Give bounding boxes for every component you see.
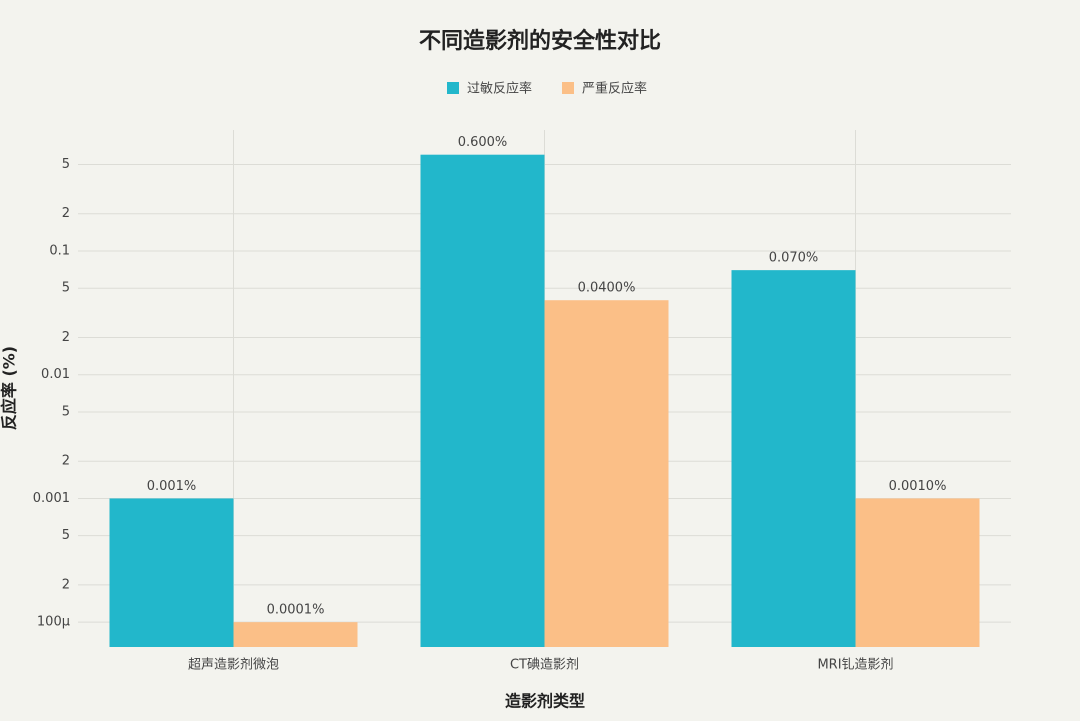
y-tick-label: 5: [62, 157, 70, 172]
value-label: 0.600%: [458, 135, 508, 150]
y-tick-label: 0.001: [33, 491, 70, 506]
bar: [233, 622, 358, 647]
x-tick-label: MRI钆造影剂: [817, 658, 893, 673]
y-tick-label: 2: [62, 577, 70, 592]
bar: [855, 498, 980, 647]
y-tick-label: 100μ: [37, 615, 70, 630]
x-tick-label: 超声造影剂微泡: [188, 658, 279, 673]
legend-label: 严重反应率: [582, 81, 647, 97]
value-label: 0.0001%: [267, 603, 325, 618]
y-tick-label: 2: [62, 454, 70, 469]
legend-swatch: [447, 82, 459, 94]
bar: [420, 154, 545, 648]
value-label: 0.070%: [769, 251, 819, 266]
bar: [109, 498, 234, 647]
value-label: 0.001%: [147, 479, 197, 494]
x-axis-label: 造影剂类型: [505, 692, 585, 711]
x-tick-label: CT碘造影剂: [510, 658, 579, 673]
y-tick-label: 2: [62, 330, 70, 345]
y-tick-label: 5: [62, 404, 70, 419]
value-label: 0.0010%: [889, 479, 947, 494]
y-tick-label: 2: [62, 206, 70, 221]
chart-title: 不同造影剂的安全性对比: [419, 28, 661, 54]
bar: [731, 270, 856, 647]
y-tick-label: 0.01: [41, 367, 70, 382]
y-tick-label: 5: [62, 281, 70, 296]
value-label: 0.0400%: [578, 281, 636, 296]
legend-swatch: [562, 82, 574, 94]
y-axis-label: 反应率 (%): [0, 346, 19, 430]
y-tick-label: 5: [62, 528, 70, 543]
legend-label: 过敏反应率: [467, 81, 532, 97]
bar: [544, 300, 669, 647]
y-tick-label: 0.1: [49, 243, 70, 258]
